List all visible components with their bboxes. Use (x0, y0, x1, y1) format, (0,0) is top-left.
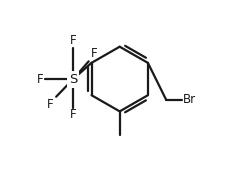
Text: Br: Br (182, 93, 195, 106)
Text: F: F (70, 108, 76, 121)
Text: F: F (91, 47, 97, 60)
Text: S: S (69, 73, 77, 86)
Text: F: F (70, 35, 76, 48)
Text: F: F (37, 73, 44, 86)
Text: F: F (47, 98, 54, 111)
